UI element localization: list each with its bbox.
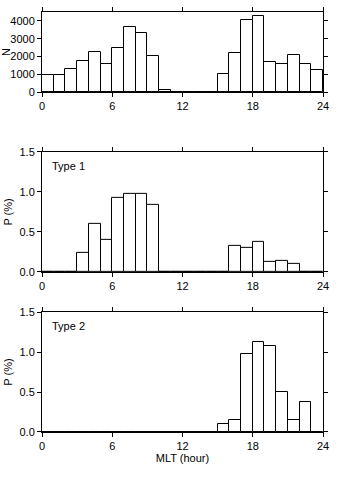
svg-text:0: 0 [39, 280, 45, 292]
svg-text:0.0: 0.0 [20, 266, 35, 278]
svg-text:0: 0 [39, 440, 45, 452]
svg-text:Type 2: Type 2 [52, 320, 85, 332]
svg-text:4000: 4000 [10, 15, 34, 27]
svg-text:0.5: 0.5 [20, 226, 35, 238]
svg-text:2000: 2000 [10, 50, 34, 62]
svg-text:0.5: 0.5 [20, 386, 35, 398]
svg-text:12: 12 [176, 440, 188, 452]
svg-text:3000: 3000 [10, 33, 34, 45]
svg-text:0: 0 [39, 100, 45, 112]
svg-text:18: 18 [247, 280, 259, 292]
svg-text:1.5: 1.5 [20, 146, 35, 158]
svg-text:1.0: 1.0 [20, 346, 35, 358]
svg-text:24: 24 [317, 280, 329, 292]
svg-text:12: 12 [176, 100, 188, 112]
svg-text:12: 12 [176, 280, 188, 292]
svg-text:Type 1: Type 1 [52, 160, 85, 172]
svg-text:24: 24 [317, 100, 329, 112]
svg-text:MLT (hour): MLT (hour) [156, 452, 209, 464]
svg-text:1000: 1000 [10, 68, 34, 80]
svg-text:1.0: 1.0 [20, 186, 35, 198]
svg-text:P (%): P (%) [2, 198, 14, 225]
svg-text:6: 6 [109, 280, 115, 292]
svg-text:18: 18 [247, 440, 259, 452]
svg-text:N: N [0, 48, 12, 56]
svg-text:P (%): P (%) [2, 358, 14, 385]
svg-text:6: 6 [109, 100, 115, 112]
svg-text:0.0: 0.0 [20, 426, 35, 438]
svg-text:0: 0 [29, 86, 35, 98]
svg-text:6: 6 [109, 440, 115, 452]
svg-text:18: 18 [247, 100, 259, 112]
svg-text:1.5: 1.5 [20, 306, 35, 318]
svg-text:24: 24 [317, 440, 329, 452]
